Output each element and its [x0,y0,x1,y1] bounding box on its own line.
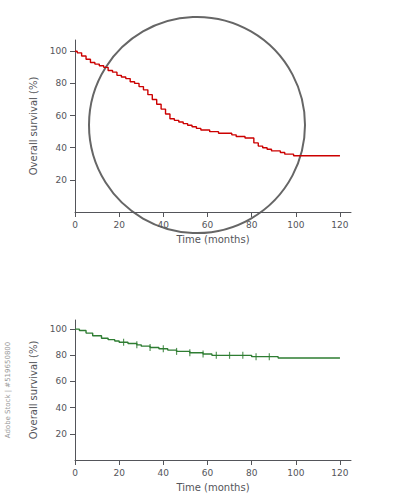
svg-text:100: 100 [287,468,304,478]
svg-text:120: 120 [331,468,348,478]
svg-text:20: 20 [113,468,125,478]
svg-text:40: 40 [158,220,170,230]
svg-text:120: 120 [331,220,348,230]
svg-text:40: 40 [56,403,68,413]
svg-text:40: 40 [56,143,68,153]
svg-text:60: 60 [202,220,214,230]
svg-text:80: 80 [56,78,68,88]
svg-text:60: 60 [56,111,68,121]
svg-text:0: 0 [72,468,78,478]
svg-text:100: 100 [50,46,67,56]
svg-text:100: 100 [287,220,304,230]
svg-text:20: 20 [56,175,68,185]
svg-text:80: 80 [246,220,258,230]
svg-text:Overall survival (%): Overall survival (%) [28,341,39,440]
svg-text:20: 20 [56,429,68,439]
svg-text:Overall survival (%): Overall survival (%) [28,77,39,176]
svg-text:0: 0 [72,220,78,230]
svg-text:Time (months): Time (months) [175,234,249,245]
svg-text:Time (months): Time (months) [175,482,249,493]
svg-text:20: 20 [113,220,125,230]
svg-text:100: 100 [50,324,67,334]
svg-text:80: 80 [56,350,68,360]
svg-text:80: 80 [246,468,258,478]
svg-text:60: 60 [202,468,214,478]
svg-text:Adobe Stock | #519650800: Adobe Stock | #519650800 [4,342,12,439]
svg-text:40: 40 [158,468,170,478]
svg-text:60: 60 [56,376,68,386]
